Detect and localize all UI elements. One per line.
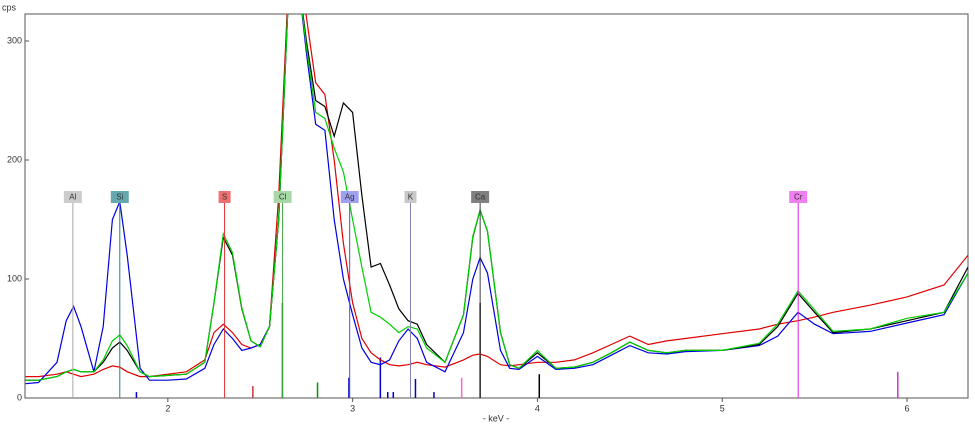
y-tick-label: 0: [17, 392, 22, 402]
x-tick-label: 5: [720, 403, 725, 413]
x-tick-label: 3: [350, 403, 355, 413]
spectrum-line: [25, 14, 968, 381]
x-axis-label: - keV -: [483, 413, 510, 423]
spectrum-line: [25, 14, 968, 385]
x-tick-label: 2: [165, 403, 170, 413]
element-label-box: [471, 191, 490, 203]
y-tick-label: 100: [7, 273, 22, 283]
element-label-box: [63, 191, 82, 203]
spectrum-line: [25, 14, 968, 378]
element-label: Al: [69, 193, 76, 202]
plot-frame: [24, 13, 969, 399]
y-tick-label: 300: [7, 35, 22, 45]
element-label-box: [110, 191, 129, 203]
x-tick-label: 4: [535, 403, 540, 413]
element-label: K: [408, 193, 414, 202]
y-tick-label: 200: [7, 154, 22, 164]
element-label: Cl: [279, 193, 287, 202]
element-label: Si: [116, 193, 123, 202]
element-label-box: [340, 191, 359, 203]
x-tick-label: 6: [905, 403, 910, 413]
y-axis-label: cps: [2, 2, 17, 12]
element-label: Cr: [794, 193, 803, 202]
element-label-box: [218, 191, 231, 203]
element-label-box: [404, 191, 417, 203]
element-label-box: [273, 191, 292, 203]
element-label: Ag: [345, 193, 355, 202]
element-label-box: [789, 191, 808, 203]
element-label: Ca: [475, 193, 486, 202]
element-label: S: [222, 193, 227, 202]
